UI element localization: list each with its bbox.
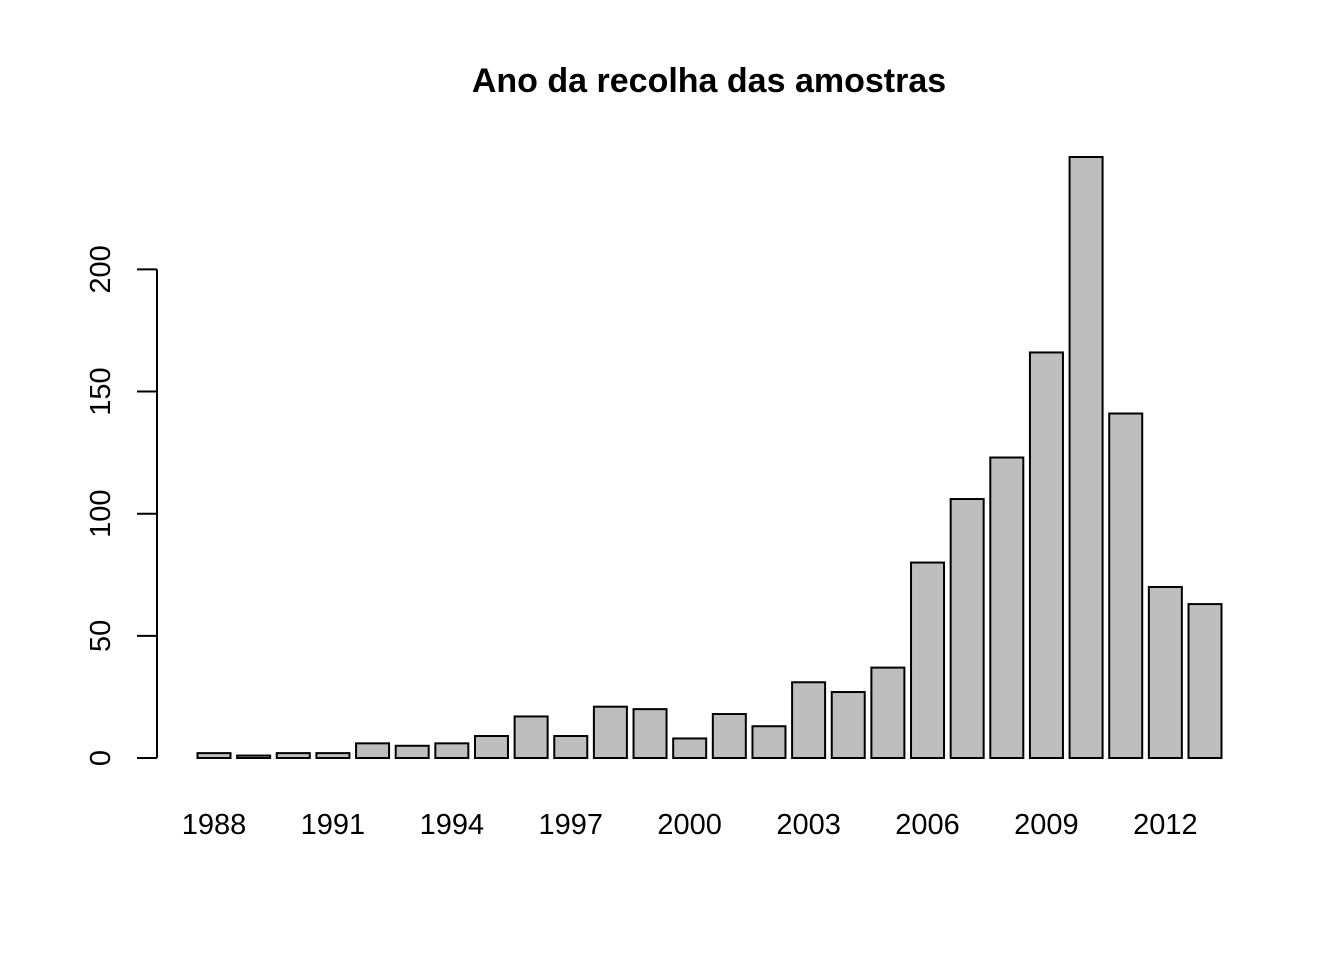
x-tick-label: 1991 bbox=[301, 809, 366, 841]
x-tick-label: 2006 bbox=[895, 809, 960, 841]
bar-2005 bbox=[870, 666, 906, 760]
bar-2006 bbox=[910, 561, 946, 760]
bar-2011 bbox=[1108, 412, 1144, 759]
bar-1990 bbox=[275, 752, 311, 760]
y-axis: 0 50 100 150 200 bbox=[85, 245, 158, 766]
bar-1996 bbox=[513, 715, 549, 759]
x-tick-label: 1997 bbox=[539, 809, 604, 841]
y-tick-label: 50 bbox=[85, 620, 117, 652]
x-tick-label: 2000 bbox=[657, 809, 722, 841]
bar-1994 bbox=[434, 742, 470, 760]
bar-2010 bbox=[1068, 156, 1104, 759]
bar-1991 bbox=[315, 752, 351, 760]
bar-1995 bbox=[473, 735, 509, 760]
bar-1999 bbox=[632, 708, 668, 759]
bar-1989 bbox=[236, 754, 272, 759]
bar-2009 bbox=[1028, 351, 1064, 759]
bars bbox=[196, 156, 1223, 760]
y-tick-label: 150 bbox=[85, 367, 117, 415]
bar-1997 bbox=[553, 735, 589, 760]
bar-2004 bbox=[830, 691, 866, 759]
bar-1992 bbox=[355, 742, 391, 760]
bar-2002 bbox=[751, 725, 787, 759]
bar-1998 bbox=[592, 705, 628, 760]
bar-2007 bbox=[949, 498, 985, 759]
bar-2000 bbox=[672, 737, 708, 759]
bar-1993 bbox=[394, 744, 430, 759]
x-tick-label: 2009 bbox=[1014, 809, 1079, 841]
bar-2008 bbox=[989, 456, 1025, 759]
chart-title: Ano da recolha das amostras bbox=[472, 62, 946, 100]
bar-2013 bbox=[1187, 603, 1223, 760]
x-tick-label: 2012 bbox=[1133, 809, 1198, 841]
x-tick-label: 1994 bbox=[420, 809, 485, 841]
y-tick-label: 100 bbox=[85, 489, 117, 537]
bar-2001 bbox=[711, 713, 747, 760]
x-tick-label: 1988 bbox=[182, 809, 247, 841]
bar-1988 bbox=[196, 752, 232, 760]
x-axis-labels: 1988 1991 1994 1997 2000 2003 2006 2009 2012 bbox=[182, 809, 1198, 841]
y-tick-label: 200 bbox=[85, 245, 117, 293]
bar-2003 bbox=[791, 681, 827, 759]
x-tick-label: 2003 bbox=[776, 809, 841, 841]
bar-2012 bbox=[1147, 585, 1183, 760]
y-tick-label: 0 bbox=[85, 750, 117, 766]
